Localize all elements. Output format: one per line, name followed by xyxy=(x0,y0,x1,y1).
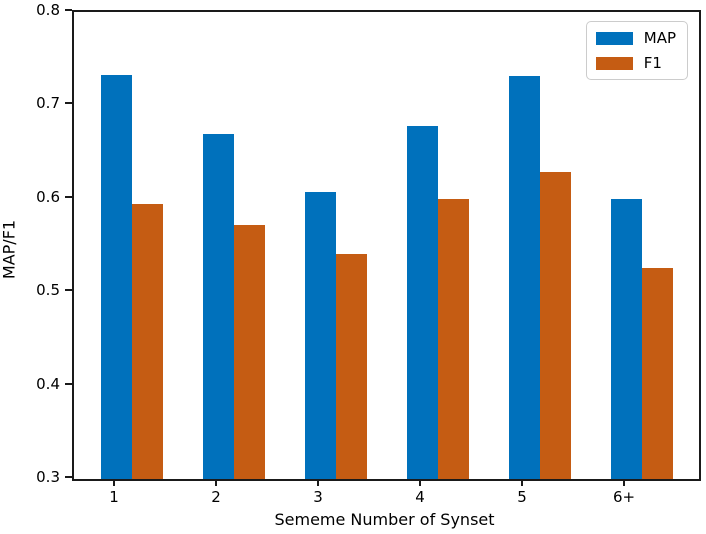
y-tick-mark-0.3 xyxy=(65,476,72,478)
bar-f1-cat-3 xyxy=(335,253,367,479)
y-tick-label-0.4: 0.4 xyxy=(36,374,60,393)
x-tick-mark-3 xyxy=(317,479,319,486)
y-axis-title: MAP/F1 xyxy=(0,219,19,280)
bar-map-cat-3 xyxy=(304,192,336,479)
legend-label-f1: F1 xyxy=(643,54,662,72)
bar-map-cat-6+ xyxy=(610,198,642,479)
bar-map-cat-4 xyxy=(406,125,438,479)
f1-series-swatch xyxy=(595,56,633,70)
x-tick-mark-2 xyxy=(215,479,217,486)
map-series-swatch xyxy=(595,31,633,45)
x-tick-mark-4 xyxy=(419,479,421,486)
y-tick-label-0.7: 0.7 xyxy=(36,94,60,113)
legend: MAP F1 xyxy=(585,21,688,80)
bar-map-cat-1 xyxy=(100,74,132,479)
x-tick-mark-1 xyxy=(113,479,115,486)
x-tick-label-2: 2 xyxy=(211,488,221,506)
plot-area: MAP F1 xyxy=(72,10,701,481)
bar-f1-cat-6+ xyxy=(641,267,673,479)
bar-map-cat-2 xyxy=(202,134,234,479)
y-tick-mark-0.7 xyxy=(65,102,72,105)
bar-f1-cat-5 xyxy=(539,171,571,479)
x-tick-mark-6+ xyxy=(623,479,625,486)
y-tick-mark-0.5 xyxy=(65,289,72,292)
legend-item-map: MAP xyxy=(595,29,676,47)
y-tick-label-0.8: 0.8 xyxy=(36,1,60,19)
y-tick-mark-0.4 xyxy=(65,382,72,385)
y-tick-label-0.3: 0.3 xyxy=(36,468,60,486)
x-tick-label-4: 4 xyxy=(415,488,425,506)
bar-f1-cat-1 xyxy=(131,204,163,479)
bar-map-cat-5 xyxy=(508,76,540,479)
y-tick-mark-0.6 xyxy=(65,195,72,198)
bar-f1-cat-2 xyxy=(233,225,265,479)
x-tick-label-6+: 6+ xyxy=(612,488,636,506)
x-tick-label-1: 1 xyxy=(109,488,119,506)
legend-item-f1: F1 xyxy=(595,54,676,72)
y-tick-label-0.5: 0.5 xyxy=(36,281,60,300)
x-tick-label-3: 3 xyxy=(313,488,323,506)
x-axis-title: Sememe Number of Synset xyxy=(274,510,495,529)
y-tick-mark-0.8 xyxy=(65,9,72,11)
x-tick-label-5: 5 xyxy=(517,488,527,506)
legend-label-map: MAP xyxy=(643,29,676,47)
x-tick-mark-5 xyxy=(521,479,523,486)
y-tick-label-0.6: 0.6 xyxy=(36,187,60,206)
bar-f1-cat-4 xyxy=(437,198,469,479)
